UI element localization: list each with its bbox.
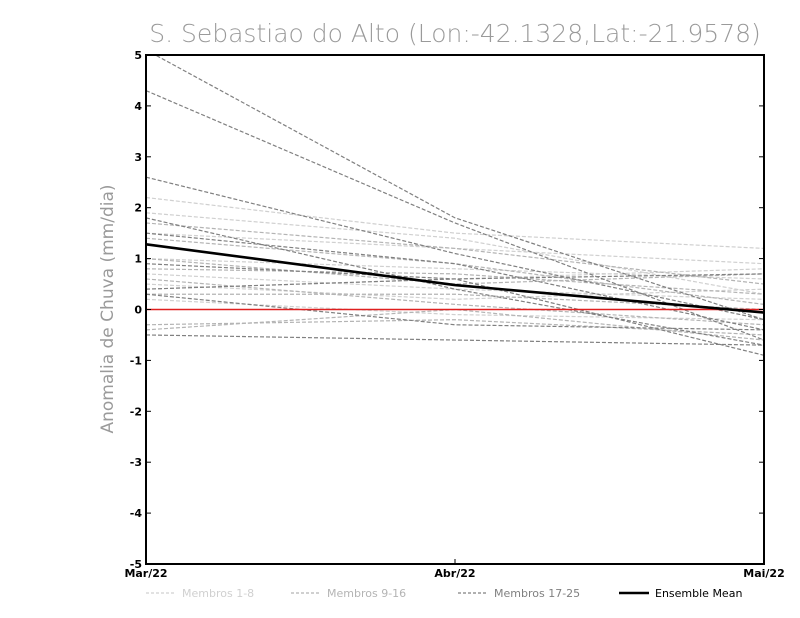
legend-label: Membros 1-8 (182, 587, 254, 600)
y-tick-label: 3 (134, 151, 142, 164)
y-tick-label: 5 (134, 49, 142, 62)
series-line-group3-member1 (154, 55, 764, 321)
y-tick-label: -5 (130, 558, 142, 571)
series-line-group1-member5 (146, 273, 764, 300)
y-tick-label: 0 (134, 304, 142, 317)
y-tick-label: -2 (130, 405, 142, 418)
legend: Membros 1-8 Membros 9-16 Membros 17-25 Ense… (146, 587, 742, 600)
x-tick-label: Mar/22 (124, 567, 167, 580)
x-tick-label: Abr/22 (434, 567, 475, 580)
y-tick-label: -1 (130, 354, 142, 367)
series-line-group1-member1 (146, 196, 764, 250)
series-line-group3-member3 (146, 176, 764, 321)
chart-title: S. Sebastiao do Alto (Lon:-42.1328,Lat:-… (149, 19, 761, 48)
series-line-group2-member1 (146, 222, 764, 285)
x-tick-label: Mai/22 (743, 567, 784, 580)
series-line-group3-member7 (146, 273, 764, 290)
series-line-group1-member3 (146, 232, 764, 265)
series-line-group1-member8 (146, 283, 764, 300)
y-tick-label: -4 (130, 507, 143, 520)
series-line-group2-member2 (146, 237, 764, 306)
series-line-group2-member6 (146, 293, 764, 311)
series-line-group3-member5 (146, 232, 764, 331)
series-line-group1-member4 (146, 258, 764, 280)
series-line-group3-member2 (146, 90, 764, 341)
legend-label: Membros 17-25 (494, 587, 580, 600)
y-tick-label: 2 (134, 202, 142, 215)
series-line-group2-member5 (146, 278, 764, 326)
series-line-group3-member8 (146, 293, 764, 331)
y-tick-label: -3 (130, 456, 142, 469)
series-line-group3-member4 (146, 217, 764, 346)
legend-label: Ensemble Mean (655, 587, 742, 600)
legend-label: Membros 9-16 (327, 587, 406, 600)
y-tick-label: 1 (134, 253, 142, 266)
y-tick-label: 4 (134, 100, 142, 113)
series-line-group2-member7 (146, 319, 764, 336)
series-line-group3-member9 (146, 334, 764, 346)
series-line-group1-member2 (146, 212, 764, 295)
ensemble-mean-line (146, 243, 764, 314)
plot-area (146, 55, 764, 356)
y-axis-label: Anomalia de Chuva (mm/dia) (98, 184, 118, 433)
series-line-group2-member4 (146, 268, 764, 295)
series-line-group2-member3 (146, 258, 764, 285)
